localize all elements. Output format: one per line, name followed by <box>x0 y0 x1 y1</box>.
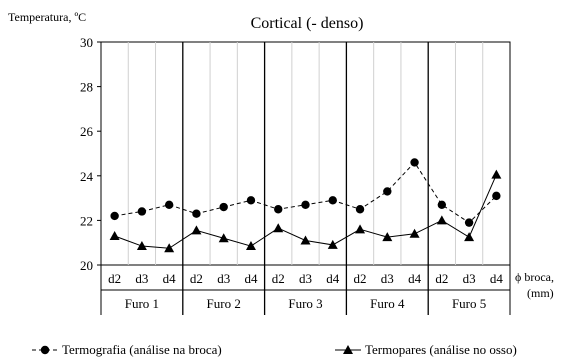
x-axis-label: ϕ broca, <box>515 270 554 284</box>
x-tick-label: d2 <box>190 271 203 286</box>
series-line <box>114 161 497 224</box>
x-tick-label: d3 <box>299 271 312 286</box>
series-point <box>219 202 228 212</box>
series-point <box>301 200 310 209</box>
x-tick-label: d2 <box>435 271 448 286</box>
series-point <box>327 239 338 249</box>
series-point <box>383 187 392 196</box>
series-point <box>382 232 393 242</box>
series-point <box>437 200 447 209</box>
series-point <box>274 205 283 214</box>
y-tick-label: 24 <box>80 169 94 184</box>
series-point <box>355 224 366 234</box>
y-tick-label: 28 <box>80 80 93 95</box>
series-point <box>409 228 420 238</box>
x-tick-label: d4 <box>408 271 422 286</box>
x-tick-label: d3 <box>463 271 476 286</box>
series-point <box>192 209 201 218</box>
series-point <box>436 215 447 225</box>
x-tick-label: d4 <box>244 271 258 286</box>
series-point <box>191 225 202 235</box>
group-label: Furo 5 <box>452 296 486 311</box>
series-point <box>464 218 474 227</box>
legend: Termografia (análise na broca) Termopares… <box>32 342 517 357</box>
series-point <box>491 169 502 179</box>
x-tick-label: d2 <box>272 271 285 286</box>
chart-title: Cortical (- denso) <box>251 15 364 32</box>
y-tick-label: 22 <box>80 213 93 228</box>
x-axis-unit: (mm) <box>527 286 554 300</box>
series-point <box>136 241 147 251</box>
series-point <box>355 205 365 214</box>
series-point <box>109 231 120 241</box>
series-point <box>218 233 229 243</box>
y-tick-label: 30 <box>80 35 93 50</box>
x-tick-label: d3 <box>217 271 230 286</box>
legend-label: Termopares (análise no osso) <box>365 342 517 357</box>
series-point <box>492 191 501 201</box>
group-label: Furo 4 <box>370 296 405 311</box>
series-point <box>164 200 174 209</box>
plot-area: 20 22 24 26 28 30 d2 d3 d4 d2 d3 d4 d2 d3 d4 d2 d3 d4 d2 d3… <box>80 35 511 315</box>
x-tick-label: d2 <box>354 271 367 286</box>
group-label: Furo 3 <box>288 296 322 311</box>
x-tick-label: d4 <box>326 271 340 286</box>
x-tick-label: d4 <box>163 271 177 286</box>
series-point <box>246 196 256 205</box>
series-point <box>300 235 311 245</box>
x-tick-label: d2 <box>108 271 121 286</box>
y-tick-label: 20 <box>80 258 93 273</box>
series-point <box>273 223 284 233</box>
series-point <box>464 232 475 242</box>
y-axis-label: Temperatura, ºC <box>8 10 86 24</box>
series-point <box>328 196 337 205</box>
series-point <box>410 158 419 167</box>
series-point <box>110 211 119 221</box>
group-label: Furo 1 <box>125 296 159 311</box>
series-point <box>245 241 256 251</box>
series-point <box>137 207 147 216</box>
x-tick-label: d4 <box>490 271 504 286</box>
series-point <box>40 345 50 355</box>
legend-label: Termografia (análise na broca) <box>62 342 222 357</box>
x-tick-label: d3 <box>135 271 148 286</box>
series-point <box>343 345 353 354</box>
plot-frame <box>100 41 511 266</box>
y-tick-label: 26 <box>80 124 94 139</box>
group-label: Furo 2 <box>207 296 241 311</box>
series-point <box>164 243 175 253</box>
x-tick-label: d3 <box>381 271 394 286</box>
